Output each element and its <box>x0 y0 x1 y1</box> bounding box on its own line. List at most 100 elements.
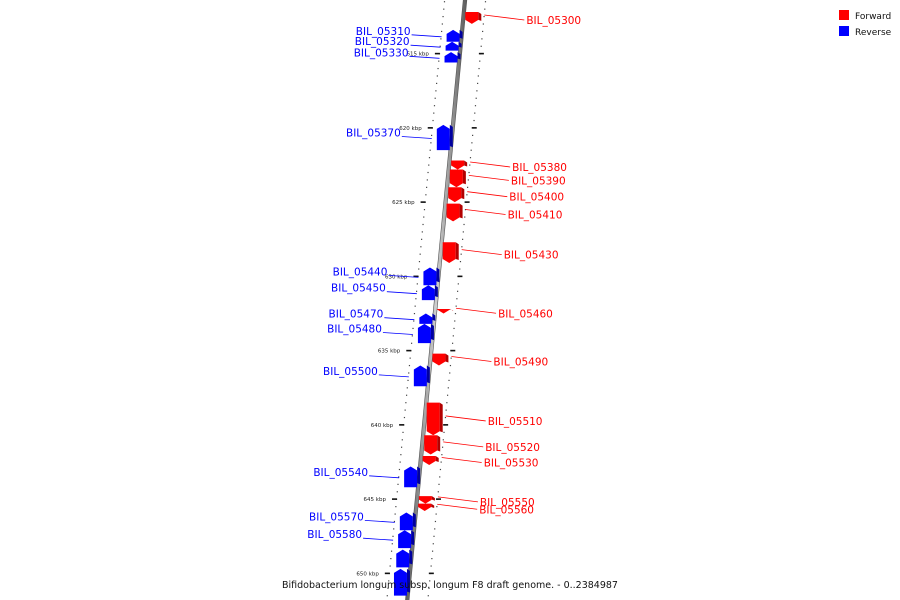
gene-label[interactable]: BIL_05440 <box>333 266 388 278</box>
gene-label[interactable]: BIL_05570 <box>309 511 364 523</box>
gene-label[interactable]: BIL_05460 <box>498 308 553 320</box>
gene-arrow[interactable] <box>404 466 418 488</box>
gene-arrow[interactable] <box>445 41 459 51</box>
gene-arrow[interactable] <box>396 549 410 568</box>
gene-arrow[interactable] <box>418 496 432 504</box>
gene-BIL_05300-forward[interactable] <box>465 12 482 24</box>
gene-label[interactable]: BIL_05320 <box>355 36 410 48</box>
gene-label[interactable]: BIL_05530 <box>484 458 539 470</box>
minor-tick-right <box>427 595 429 597</box>
minor-tick-left <box>420 246 422 248</box>
gene-label[interactable]: BIL_05580 <box>307 529 362 541</box>
gene-BIL_05500-reverse[interactable] <box>413 365 430 387</box>
gene-BIL_05370-reverse[interactable] <box>436 124 453 151</box>
tick-label: 630 kbp <box>385 274 408 280</box>
gene-label[interactable]: BIL_05550 <box>480 497 535 509</box>
gene-arrow[interactable] <box>417 323 431 344</box>
gene-BIL_05560-forward[interactable] <box>418 503 435 511</box>
gene-label[interactable]: BIL_05540 <box>313 467 368 479</box>
gene-BIL_05450-reverse[interactable] <box>421 285 438 301</box>
gene-label[interactable]: BIL_05410 <box>508 210 563 222</box>
gene-arrow[interactable] <box>446 29 460 42</box>
gene-BIL_05530-forward[interactable] <box>422 456 439 465</box>
minor-tick-left <box>407 379 409 382</box>
gene-label[interactable]: BIL_05560 <box>479 504 534 516</box>
minor-tick-right <box>456 298 458 300</box>
minor-tick-right <box>457 290 459 292</box>
legend-swatch-forward <box>839 10 849 20</box>
gene-label[interactable]: BIL_05490 <box>493 357 548 369</box>
gene-arrow[interactable] <box>399 512 413 531</box>
gene-arrow[interactable] <box>451 160 465 170</box>
gene-BIL_05430-forward[interactable] <box>442 242 459 263</box>
gene-arrow[interactable] <box>448 187 462 203</box>
gene-arrow[interactable] <box>432 353 446 366</box>
gene-arrow[interactable] <box>393 568 407 596</box>
gene-label[interactable]: BIL_05380 <box>512 162 567 174</box>
gene-arrow[interactable] <box>413 365 427 387</box>
gene-arrow[interactable] <box>422 456 436 465</box>
gene-label[interactable]: BIL_05310 <box>356 26 411 38</box>
gene-BIL_05580-reverse[interactable] <box>398 530 415 549</box>
gene-arrow[interactable] <box>436 124 450 151</box>
gene-arrow[interactable] <box>444 52 458 63</box>
gene-BIL_05540-reverse[interactable] <box>404 466 421 488</box>
minor-tick-right <box>482 30 484 33</box>
gene-BIL_05310-reverse[interactable] <box>446 29 463 42</box>
gene-label[interactable]: BIL_05480 <box>327 324 382 336</box>
gene-BIL_05410-forward[interactable] <box>446 203 463 222</box>
minor-tick-left <box>400 446 403 448</box>
gene-arrow[interactable] <box>423 267 437 286</box>
gene-arrow[interactable] <box>424 435 438 455</box>
gene-label[interactable]: BIL_05330 <box>354 47 409 59</box>
gene-BIL_05400-forward[interactable] <box>448 187 465 203</box>
gene-BIL_05320-reverse[interactable] <box>445 41 462 51</box>
gene-arrow[interactable] <box>421 285 435 301</box>
gene-arrow-shade <box>435 456 439 462</box>
gene-BIL_05330-reverse[interactable] <box>444 52 461 63</box>
gene-BIL_05550-forward[interactable] <box>418 496 435 504</box>
minor-tick-left <box>425 194 427 196</box>
gene-unlabeled-reverse[interactable] <box>393 568 410 596</box>
gene-label[interactable]: BIL_05390 <box>511 175 566 187</box>
minor-tick-left <box>415 298 417 300</box>
minor-tick-right <box>440 461 442 463</box>
gene-BIL_05380-forward[interactable] <box>451 160 468 170</box>
gene-BIL_05440-reverse[interactable] <box>423 267 440 286</box>
minor-tick-left <box>438 60 440 62</box>
gene-BIL_05390-forward[interactable] <box>449 169 466 188</box>
gene-BIL_05460-forward[interactable] <box>437 309 454 314</box>
gene-arrow[interactable] <box>437 309 451 314</box>
gene-arrow[interactable] <box>418 503 432 511</box>
minor-tick-left <box>387 587 389 589</box>
major-tick-left <box>391 498 397 500</box>
gene-label[interactable]: BIL_05510 <box>488 416 543 428</box>
gene-BIL_05520-forward[interactable] <box>424 435 441 455</box>
gene-arrow[interactable] <box>419 313 433 324</box>
minor-tick-right <box>462 238 464 240</box>
gene-arrow[interactable] <box>449 169 463 188</box>
gene-arrow[interactable] <box>446 203 460 222</box>
gene-label[interactable]: BIL_05430 <box>504 250 559 262</box>
gene-arrow-shade <box>464 160 468 167</box>
gene-label[interactable]: BIL_05470 <box>329 309 384 321</box>
gene-arrow[interactable] <box>398 530 412 549</box>
gene-BIL_05510-forward[interactable] <box>426 402 443 436</box>
minor-tick-right <box>432 543 434 545</box>
gene-BIL_05490-forward[interactable] <box>432 353 449 366</box>
gene-arrow[interactable] <box>426 402 440 436</box>
gene-label[interactable]: BIL_05370 <box>346 128 401 140</box>
gene-label[interactable]: BIL_05300 <box>526 15 581 27</box>
gene-BIL_05470-reverse[interactable] <box>419 313 436 324</box>
gene-arrow[interactable] <box>465 12 479 24</box>
gene-unlabeled-reverse[interactable] <box>396 549 413 568</box>
gene-BIL_05570-reverse[interactable] <box>399 512 416 531</box>
gene-label[interactable]: BIL_05520 <box>485 442 540 454</box>
gene-label[interactable]: BIL_05500 <box>323 366 378 378</box>
gene-label[interactable]: BIL_05400 <box>509 192 564 204</box>
gene-label[interactable]: BIL_05450 <box>331 283 386 295</box>
gene-BIL_05480-reverse[interactable] <box>417 323 434 344</box>
gene-arrow[interactable] <box>442 242 456 263</box>
gene-arrow-shade <box>457 52 461 60</box>
